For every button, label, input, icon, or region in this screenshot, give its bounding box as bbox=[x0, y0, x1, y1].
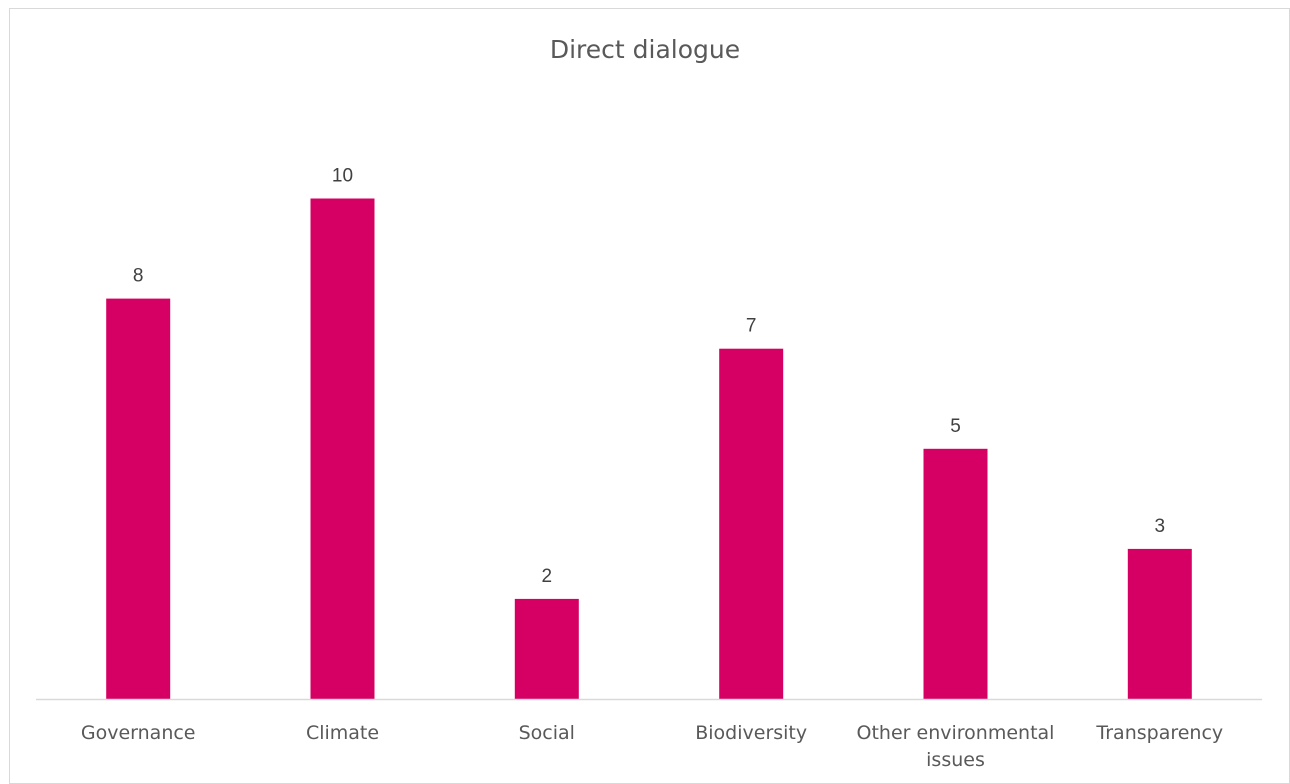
data-label-climate: 10 bbox=[332, 166, 353, 187]
category-label-transparency: Transparency bbox=[1095, 722, 1223, 744]
chart-title: Direct dialogue bbox=[549, 35, 741, 64]
data-label-transparency: 3 bbox=[1155, 516, 1166, 537]
category-label-biodiversity: Biodiversity bbox=[695, 722, 807, 744]
bar-transparency bbox=[1127, 548, 1192, 699]
bar-social bbox=[514, 598, 579, 699]
category-label-other-environmental-issues: Other environmental issues bbox=[857, 722, 1055, 771]
data-label-governance: 8 bbox=[133, 266, 144, 287]
category-label-climate: Climate bbox=[306, 722, 379, 744]
bar-biodiversity bbox=[719, 348, 784, 699]
data-label-other-environmental-issues: 5 bbox=[950, 416, 961, 437]
bar-climate bbox=[310, 198, 375, 699]
data-label-social: 2 bbox=[542, 566, 553, 587]
data-label-biodiversity: 7 bbox=[746, 316, 757, 337]
category-label-governance: Governance bbox=[81, 722, 196, 744]
bar-other-environmental-issues bbox=[923, 448, 988, 700]
chart-frame bbox=[9, 8, 1290, 784]
category-label-social: Social bbox=[519, 722, 575, 744]
bar-governance bbox=[106, 298, 171, 699]
